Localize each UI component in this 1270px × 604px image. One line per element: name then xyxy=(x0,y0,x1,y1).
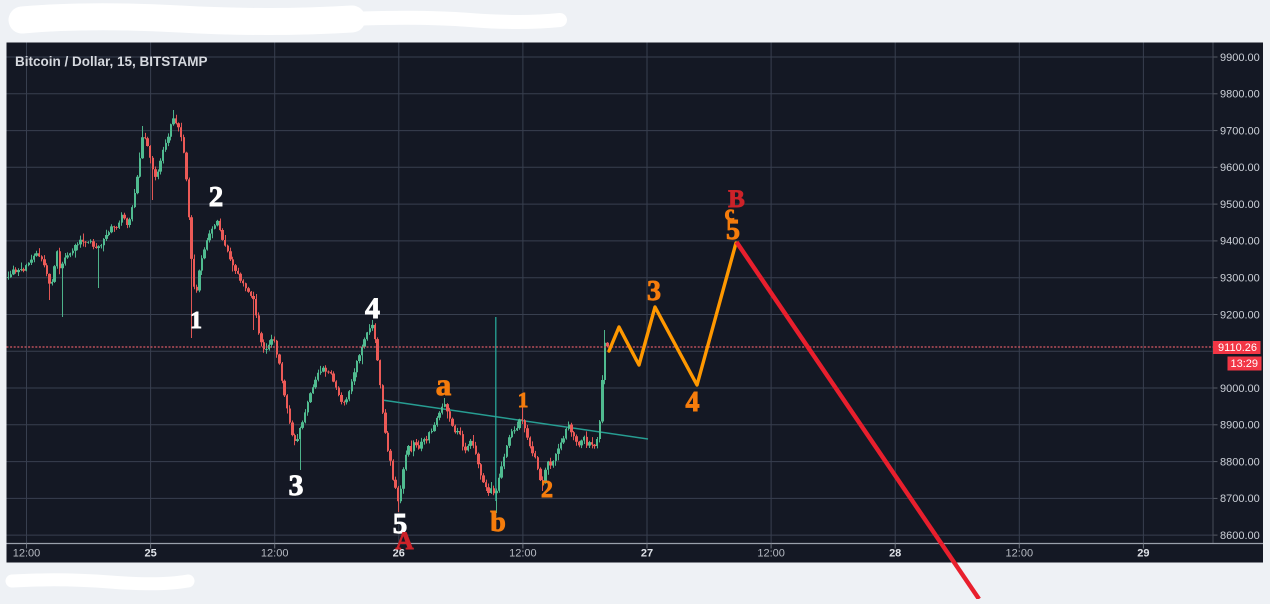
svg-text:9000.00: 9000.00 xyxy=(1220,383,1260,395)
svg-text:12:00: 12:00 xyxy=(13,548,41,560)
svg-text:5: 5 xyxy=(393,508,408,540)
svg-text:8800.00: 8800.00 xyxy=(1220,456,1260,468)
svg-text:4: 4 xyxy=(686,387,700,418)
svg-text:9110.26: 9110.26 xyxy=(1218,342,1257,354)
svg-text:12:00: 12:00 xyxy=(261,548,289,560)
svg-text:25: 25 xyxy=(144,548,156,560)
svg-text:8700.00: 8700.00 xyxy=(1220,493,1260,505)
svg-text:3: 3 xyxy=(647,276,661,307)
svg-text:9800.00: 9800.00 xyxy=(1220,89,1260,101)
svg-text:26: 26 xyxy=(393,548,405,560)
svg-text:a: a xyxy=(436,367,452,402)
svg-text:A: A xyxy=(395,528,413,555)
svg-text:9500.00: 9500.00 xyxy=(1220,199,1260,211)
svg-text:5: 5 xyxy=(726,215,740,246)
svg-text:9400.00: 9400.00 xyxy=(1220,236,1260,248)
svg-text:13:29: 13:29 xyxy=(1230,358,1258,370)
svg-text:b: b xyxy=(490,507,506,538)
svg-text:9200.00: 9200.00 xyxy=(1220,309,1260,321)
svg-text:9600.00: 9600.00 xyxy=(1220,162,1260,174)
svg-text:12:00: 12:00 xyxy=(757,548,785,560)
svg-text:1: 1 xyxy=(518,388,529,412)
svg-text:1: 1 xyxy=(190,308,202,334)
svg-text:B: B xyxy=(728,186,745,213)
svg-text:4: 4 xyxy=(365,292,380,325)
svg-text:8900.00: 8900.00 xyxy=(1220,420,1260,432)
svg-text:12:00: 12:00 xyxy=(1006,548,1034,560)
svg-text:29: 29 xyxy=(1137,548,1149,560)
svg-text:8600.00: 8600.00 xyxy=(1220,530,1260,542)
svg-text:2: 2 xyxy=(541,477,553,503)
svg-text:9700.00: 9700.00 xyxy=(1220,125,1260,137)
svg-text:27: 27 xyxy=(641,548,653,560)
svg-text:Bitcoin / Dollar, 15, BITSTAMP: Bitcoin / Dollar, 15, BITSTAMP xyxy=(15,54,208,69)
svg-text:12:00: 12:00 xyxy=(509,548,537,560)
svg-text:c: c xyxy=(725,200,735,225)
svg-text:28: 28 xyxy=(889,548,901,560)
svg-text:9900.00: 9900.00 xyxy=(1220,52,1260,64)
svg-text:9300.00: 9300.00 xyxy=(1220,273,1260,285)
svg-text:3: 3 xyxy=(289,469,304,502)
svg-text:2: 2 xyxy=(209,181,224,213)
